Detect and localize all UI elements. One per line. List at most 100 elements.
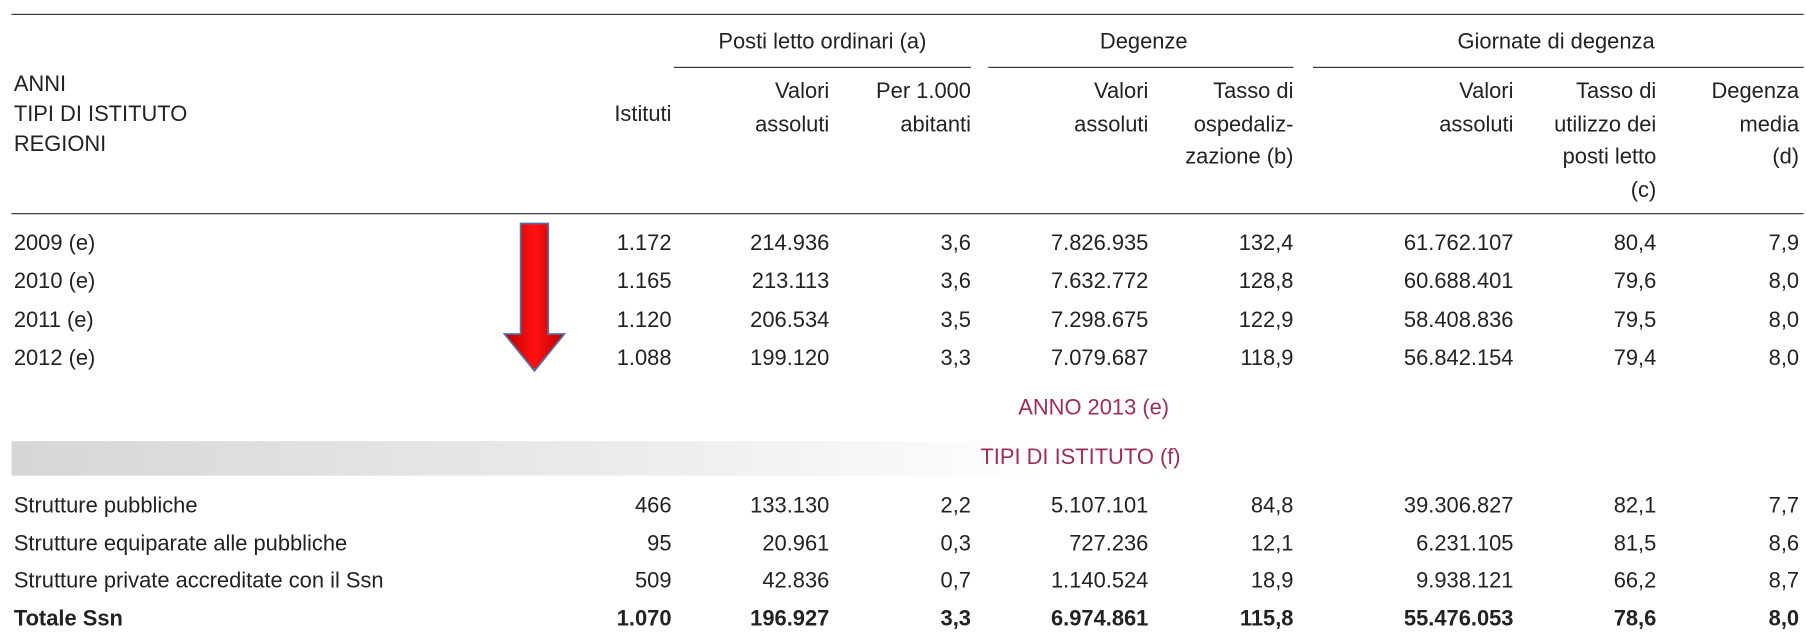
row-label: 2009 (e) xyxy=(13,231,96,256)
column-header: Degenza xyxy=(1711,79,1800,104)
cell: 115,8 xyxy=(1239,606,1294,632)
cell: 8,0 xyxy=(1768,606,1800,632)
cell: 118,9 xyxy=(1240,346,1294,371)
cell: 56.842.154 xyxy=(1403,346,1514,371)
cell: 3,5 xyxy=(940,308,971,333)
row-label: 2011 (e) xyxy=(13,308,94,333)
cell: 466 xyxy=(634,494,672,519)
group-header: Giornate di degenza xyxy=(1457,29,1655,55)
cell: 8,7 xyxy=(1768,569,1800,594)
column-header: Per 1.000 xyxy=(876,79,971,104)
cell: 82,1 xyxy=(1613,494,1657,519)
column-header: utilizzo dei xyxy=(1554,112,1657,137)
cell: 1.140.524 xyxy=(1050,569,1149,594)
cell: 55.476.053 xyxy=(1403,606,1514,632)
cell: 2,2 xyxy=(940,494,971,519)
cell: 18,9 xyxy=(1250,569,1294,594)
stub-header: REGIONI xyxy=(13,132,107,157)
column-header: (c) xyxy=(1630,178,1657,203)
cell: 79,4 xyxy=(1613,346,1657,371)
column-header: abitanti xyxy=(900,112,971,137)
group-rule xyxy=(673,66,971,68)
cell: 6.231.105 xyxy=(1416,531,1514,556)
row-label: 2012 (e) xyxy=(13,346,96,371)
cell: 81,5 xyxy=(1613,531,1657,556)
cell: 12,1 xyxy=(1250,531,1294,556)
cell: 727.236 xyxy=(1069,531,1149,556)
row-label: 2010 (e) xyxy=(13,269,96,295)
column-header: Valori xyxy=(774,79,830,104)
top-rule xyxy=(11,13,1804,15)
cell: 7.826.935 xyxy=(1050,231,1149,256)
cell: 78,6 xyxy=(1613,606,1657,632)
cell: 0,3 xyxy=(940,531,971,556)
cell: 1.070 xyxy=(616,606,672,632)
group-header: Degenze xyxy=(1099,29,1188,55)
cell: 1.172 xyxy=(616,231,672,256)
cell: 122,9 xyxy=(1238,308,1294,333)
column-header: assoluti xyxy=(1439,112,1514,137)
cell: 84,8 xyxy=(1250,494,1294,519)
group-rule xyxy=(988,66,1294,68)
column-header: media xyxy=(1739,112,1800,137)
column-header: zazione (b) xyxy=(1185,145,1294,170)
cell: 132,4 xyxy=(1238,231,1294,256)
cell: 206.534 xyxy=(750,308,830,333)
cell: 6.974.861 xyxy=(1050,606,1149,632)
cell: 7.632.772 xyxy=(1050,269,1149,295)
column-header: assoluti xyxy=(1074,112,1149,137)
cell: 8,6 xyxy=(1768,531,1800,556)
cell: 213.113 xyxy=(751,269,830,295)
header-rule xyxy=(11,213,1804,215)
cell: 3,3 xyxy=(940,346,971,371)
row-label: Totale Ssn xyxy=(13,606,123,632)
cell: 196.927 xyxy=(750,606,830,632)
stub-header: TIPI DI ISTITUTO xyxy=(13,102,188,127)
cell: 42.836 xyxy=(762,569,830,594)
cell: 7,9 xyxy=(1768,231,1800,256)
group-header: Posti letto ordinari (a) xyxy=(718,29,927,55)
cell: 7.079.687 xyxy=(1050,346,1149,371)
cell: 1.165 xyxy=(616,269,672,295)
cell: 1.120 xyxy=(616,308,672,333)
cell: 8,0 xyxy=(1768,308,1800,333)
column-header: ospedaliz- xyxy=(1193,112,1294,137)
cell: 5.107.101 xyxy=(1050,494,1149,519)
cell: 128,8 xyxy=(1238,269,1294,295)
cell: 39.306.827 xyxy=(1403,494,1514,519)
row-label: Strutture pubbliche xyxy=(13,494,198,519)
column-header: Istituti xyxy=(614,102,672,127)
cell: 9.938.121 xyxy=(1416,569,1514,594)
row-label: Strutture equiparate alle pubbliche xyxy=(13,531,348,556)
cell: 3,6 xyxy=(940,269,971,295)
cell: 8,0 xyxy=(1768,269,1800,295)
cell: 133.130 xyxy=(750,494,830,519)
column-header: Valori xyxy=(1094,79,1149,104)
stub-header: ANNI xyxy=(13,72,67,97)
group-rule xyxy=(1313,66,1804,68)
column-header: Valori xyxy=(1459,79,1514,104)
cell: 199.120 xyxy=(750,346,830,371)
cell: 58.408.836 xyxy=(1403,308,1514,333)
cell: 20.961 xyxy=(762,531,830,556)
cell: 0,7 xyxy=(940,569,971,594)
arrow-shape xyxy=(502,222,567,373)
column-header: Tasso di xyxy=(1213,79,1294,104)
red-arrow xyxy=(502,222,567,373)
section-title: ANNO 2013 (e) xyxy=(1018,396,1170,421)
cell: 79,6 xyxy=(1613,269,1657,295)
cell: 3,6 xyxy=(940,231,971,256)
column-header: assoluti xyxy=(755,112,830,137)
section-band xyxy=(11,441,1049,476)
cell: 79,5 xyxy=(1613,308,1657,333)
cell: 3,3 xyxy=(940,606,971,632)
cell: 7,7 xyxy=(1768,494,1800,519)
cell: 80,4 xyxy=(1613,231,1657,256)
cell: 60.688.401 xyxy=(1403,269,1514,295)
cell: 7.298.675 xyxy=(1050,308,1149,333)
subsection-title: TIPI DI ISTITUTO (f) xyxy=(980,445,1181,470)
column-header: posti letto xyxy=(1562,145,1657,170)
cell: 95 xyxy=(647,531,672,556)
